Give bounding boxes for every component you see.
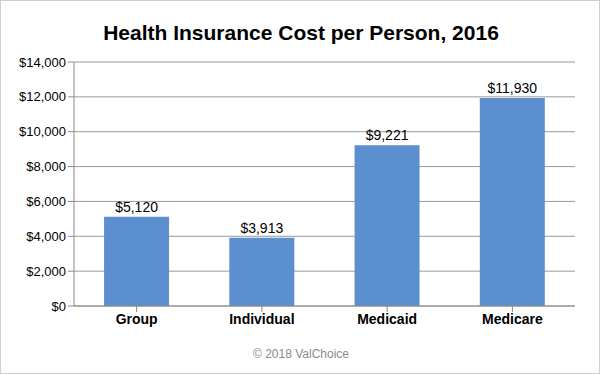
svg-text:Medicare: Medicare — [482, 311, 543, 327]
svg-text:$12,000: $12,000 — [19, 89, 66, 104]
svg-text:$5,120: $5,120 — [115, 199, 158, 215]
svg-text:$14,000: $14,000 — [19, 55, 66, 70]
svg-text:Group: Group — [116, 311, 158, 327]
svg-text:$9,221: $9,221 — [366, 127, 409, 143]
svg-text:$2,000: $2,000 — [26, 264, 66, 279]
html-text:Health Insurance Cost per Pers: Health Insurance Cost per Person, 2016 — [103, 21, 499, 44]
svg-text:Individual: Individual — [229, 311, 294, 327]
html-text:© 2018 ValChoice: © 2018 ValChoice — [253, 347, 349, 361]
svg-text:$4,000: $4,000 — [26, 229, 66, 244]
svg-text:$0: $0 — [52, 299, 66, 314]
svg-text:$6,000: $6,000 — [26, 194, 66, 209]
svg-text:$3,913: $3,913 — [240, 220, 283, 236]
svg-text:$11,930: $11,930 — [488, 80, 538, 96]
svg-text:$10,000: $10,000 — [19, 124, 66, 139]
svg-text:$8,000: $8,000 — [26, 159, 66, 174]
svg-text:Medicaid: Medicaid — [357, 311, 417, 327]
